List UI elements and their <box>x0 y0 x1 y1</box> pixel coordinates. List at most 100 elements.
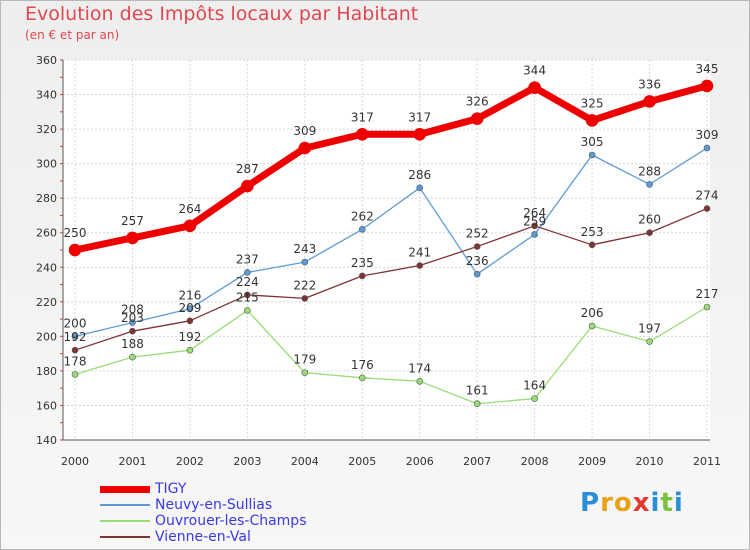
data-label-tigy: 325 <box>581 96 604 110</box>
data-label-ouvrouer-les-champs: 217 <box>696 287 719 301</box>
data-label-ouvrouer-les-champs: 174 <box>408 361 431 375</box>
data-label-vienne-en-val: 241 <box>408 246 431 260</box>
data-point-neuvy-en-sullias <box>301 258 309 266</box>
chart-legend: TIGY Neuvy-en-Sullias Ouvrouer-les-Champs V… <box>100 481 360 545</box>
data-label-tigy: 317 <box>351 110 374 124</box>
data-label-ouvrouer-les-champs: 176 <box>351 358 374 372</box>
data-point-tigy <box>298 141 312 155</box>
data-label-vienne-en-val: 224 <box>236 275 259 289</box>
x-tick-label: 2000 <box>61 455 89 468</box>
series-line-ouvrouer-les-champs <box>74 306 708 405</box>
data-label-tigy: 257 <box>121 214 144 228</box>
logo-letter: i <box>673 488 684 518</box>
data-point-vienne-en-val <box>244 291 251 299</box>
series-line-neuvy-en-sullias <box>74 147 708 337</box>
data-label-ouvrouer-les-champs: 215 <box>236 290 259 304</box>
x-tick-label: 2006 <box>406 455 434 468</box>
data-label-tigy: 264 <box>178 202 201 216</box>
x-tick-label: 2011 <box>693 455 721 468</box>
x-tick-label: 2007 <box>463 455 491 468</box>
data-label-tigy: 309 <box>293 124 316 138</box>
data-label-neuvy-en-sullias: 309 <box>696 128 719 142</box>
data-point-tigy <box>470 112 484 126</box>
data-label-tigy: 336 <box>638 77 661 91</box>
data-label-neuvy-en-sullias: 288 <box>638 164 661 178</box>
data-label-neuvy-en-sullias: 200 <box>64 316 87 330</box>
chart-subtitle: (en € et par an) <box>25 28 120 42</box>
data-point-vienne-en-val <box>531 222 538 230</box>
y-tick-label: 320 <box>36 123 57 136</box>
data-label-neuvy-en-sullias: 236 <box>466 254 489 268</box>
data-label-vienne-en-val: 274 <box>696 189 719 203</box>
legend-item: Vienne-en-Val <box>100 529 360 545</box>
data-point-ouvrouer-les-champs <box>186 346 194 354</box>
legend-swatch <box>100 485 150 493</box>
legend-swatch <box>100 536 150 538</box>
x-tick-label: 2001 <box>118 455 146 468</box>
data-point-vienne-en-val <box>358 272 366 280</box>
data-point-neuvy-en-sullias <box>703 144 711 152</box>
y-tick-label: 180 <box>36 365 57 378</box>
data-label-neuvy-en-sullias: 208 <box>121 303 144 317</box>
data-label-ouvrouer-les-champs: 161 <box>466 384 489 398</box>
data-point-vienne-en-val <box>588 241 596 249</box>
data-label-ouvrouer-les-champs: 179 <box>293 353 316 367</box>
data-point-vienne-en-val <box>71 346 79 354</box>
x-tick-label: 2008 <box>521 455 549 468</box>
data-point-vienne-en-val <box>473 243 481 250</box>
data-point-neuvy-en-sullias <box>588 151 596 159</box>
data-point-tigy <box>68 243 82 257</box>
data-point-neuvy-en-sullias <box>129 319 136 326</box>
data-point-ouvrouer-les-champs <box>416 377 424 385</box>
data-point-neuvy-en-sullias <box>358 225 366 233</box>
data-point-neuvy-en-sullias <box>416 184 424 192</box>
data-point-tigy <box>241 179 254 193</box>
logo-letter: r <box>600 488 614 518</box>
x-tick-label: 2005 <box>348 455 376 468</box>
data-label-vienne-en-val: 209 <box>178 301 201 315</box>
data-point-vienne-en-val <box>703 205 711 212</box>
data-label-ouvrouer-les-champs: 206 <box>581 306 604 320</box>
logo-letter: P <box>580 488 601 518</box>
legend-label: Ouvrouer-les-Champs <box>155 513 307 529</box>
x-tick-label: 2002 <box>176 455 204 468</box>
y-tick-label: 200 <box>36 330 57 343</box>
data-label-ouvrouer-les-champs: 178 <box>64 354 87 368</box>
data-label-vienne-en-val: 264 <box>523 206 546 220</box>
data-point-neuvy-en-sullias <box>646 181 653 188</box>
data-label-neuvy-en-sullias: 243 <box>293 242 316 256</box>
data-point-vienne-en-val <box>301 295 309 302</box>
logo-letter: t <box>660 488 674 518</box>
data-label-tigy: 326 <box>466 95 489 109</box>
data-label-vienne-en-val: 222 <box>293 278 316 292</box>
logo-letter: x <box>632 488 651 518</box>
data-point-ouvrouer-les-champs <box>473 400 481 408</box>
legend-swatch <box>100 504 150 506</box>
data-point-neuvy-en-sullias <box>531 231 538 238</box>
data-point-neuvy-en-sullias <box>473 270 481 278</box>
data-point-vienne-en-val <box>416 262 424 269</box>
data-point-tigy <box>413 127 427 141</box>
legend-label: Vienne-en-Val <box>155 529 251 545</box>
legend-item: Ouvrouer-les-Champs <box>100 513 360 529</box>
data-point-tigy <box>700 79 714 93</box>
y-tick-label: 340 <box>36 89 57 102</box>
data-label-neuvy-en-sullias: 305 <box>581 135 604 149</box>
y-tick-label: 160 <box>36 399 57 412</box>
proxiti-logo: Proxiti <box>580 488 684 518</box>
data-label-ouvrouer-les-champs: 164 <box>523 379 546 393</box>
data-label-neuvy-en-sullias: 237 <box>236 252 259 266</box>
x-tick-label: 2003 <box>233 455 261 468</box>
data-point-vienne-en-val <box>186 317 194 325</box>
y-tick-label: 300 <box>36 158 57 171</box>
legend-item: TIGY <box>100 481 360 497</box>
series-line-vienne-en-val <box>74 207 708 351</box>
data-point-ouvrouer-les-champs <box>703 303 711 311</box>
data-label-vienne-en-val: 253 <box>581 225 604 239</box>
data-point-ouvrouer-les-champs <box>531 395 538 402</box>
data-label-neuvy-en-sullias: 262 <box>351 209 374 223</box>
data-label-ouvrouer-les-champs: 188 <box>121 337 144 351</box>
y-tick-label: 280 <box>36 192 57 205</box>
data-point-vienne-en-val <box>646 229 653 237</box>
